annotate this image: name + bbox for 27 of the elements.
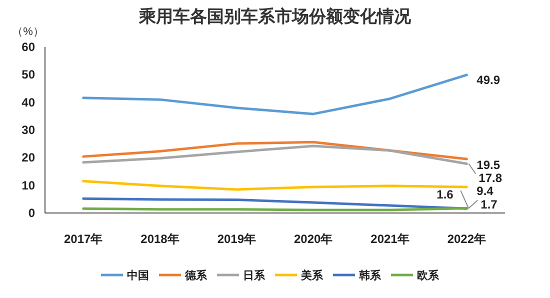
x-tick-label: 2020年: [294, 232, 333, 246]
legend-label: 日系: [243, 269, 266, 282]
x-tick-label: 2021年: [370, 232, 410, 246]
chart-title: 乘用车各国别车系市场份额变化情况: [138, 7, 412, 26]
data-label: 9.4: [476, 184, 494, 198]
data-label: 19.5: [476, 158, 500, 172]
y-tick-label: 50: [22, 68, 36, 82]
x-tick-label: 2019年: [217, 232, 256, 246]
y-tick-label: 20: [22, 150, 36, 165]
data-label: 17.8: [478, 170, 502, 185]
legend-label: 韩系: [358, 269, 382, 282]
y-tick-label: 0: [28, 206, 36, 220]
x-tick-label: 2017年: [64, 232, 103, 246]
legend-label: 德系: [184, 269, 208, 282]
data-label: 49.9: [476, 72, 500, 87]
legend-label: 中国: [127, 269, 149, 282]
y-axis-title: （%）: [12, 26, 44, 38]
legend-label: 美系: [300, 269, 324, 282]
x-tick-label: 2018年: [140, 232, 180, 246]
y-tick-label: 60: [22, 40, 36, 54]
x-tick-label: 2022年: [447, 232, 486, 246]
legend-label: 欧系: [417, 269, 440, 282]
y-tick-label: 40: [22, 95, 36, 110]
data-label: 1.6: [436, 188, 454, 202]
y-tick-label: 10: [22, 178, 36, 192]
y-tick-label: 30: [22, 123, 36, 137]
data-label: 1.7: [480, 197, 498, 212]
